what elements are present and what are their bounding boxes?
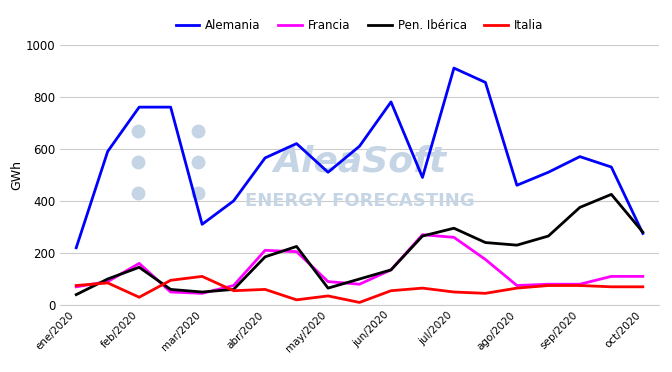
- Alemania: [576, 154, 584, 159]
- Francia: [103, 279, 112, 284]
- Francia: [513, 283, 521, 288]
- Italia: [450, 290, 458, 294]
- Alemania: [513, 183, 521, 187]
- Alemania: [230, 199, 238, 203]
- Pen. Ibérica: [167, 287, 175, 292]
- Francia: [481, 257, 489, 262]
- Alemania: [419, 175, 427, 180]
- Pen. Ibérica: [607, 192, 616, 196]
- Francia: [292, 249, 300, 254]
- Italia: [639, 285, 647, 289]
- Alemania: [324, 170, 332, 174]
- Pen. Ibérica: [544, 234, 552, 238]
- Pen. Ibérica: [198, 290, 206, 294]
- Pen. Ibérica: [481, 240, 489, 245]
- Pen. Ibérica: [576, 205, 584, 209]
- Alemania: [387, 100, 395, 104]
- Alemania: [355, 144, 364, 148]
- Alemania: [198, 222, 206, 227]
- Francia: [387, 267, 395, 272]
- Italia: [355, 300, 364, 305]
- Alemania: [103, 149, 112, 154]
- Italia: [198, 274, 206, 279]
- Line: Pen. Ibérica: Pen. Ibérica: [76, 194, 643, 295]
- Italia: [387, 288, 395, 293]
- Italia: [544, 283, 552, 288]
- Pen. Ibérica: [103, 277, 112, 281]
- Alemania: [292, 141, 300, 146]
- Pen. Ibérica: [387, 267, 395, 272]
- Y-axis label: GWh: GWh: [10, 160, 24, 190]
- Francia: [639, 274, 647, 279]
- Alemania: [607, 165, 616, 169]
- Francia: [607, 274, 616, 279]
- Italia: [607, 285, 616, 289]
- Pen. Ibérica: [230, 287, 238, 292]
- Italia: [230, 288, 238, 293]
- Alemania: [72, 246, 80, 250]
- Alemania: [481, 80, 489, 85]
- Alemania: [261, 155, 269, 160]
- Francia: [230, 283, 238, 288]
- Text: ENERGY FORECASTING: ENERGY FORECASTING: [245, 192, 474, 210]
- Italia: [135, 295, 143, 299]
- Alemania: [167, 105, 175, 109]
- Italia: [72, 283, 80, 288]
- Line: Alemania: Alemania: [76, 68, 643, 248]
- Italia: [576, 283, 584, 288]
- Pen. Ibérica: [355, 277, 364, 281]
- Francia: [261, 248, 269, 253]
- Italia: [261, 287, 269, 292]
- Alemania: [639, 231, 647, 236]
- Pen. Ibérica: [72, 292, 80, 297]
- Francia: [355, 282, 364, 286]
- Pen. Ibérica: [292, 244, 300, 248]
- Italia: [324, 294, 332, 298]
- Line: Francia: Francia: [76, 235, 643, 293]
- Pen. Ibérica: [450, 226, 458, 230]
- Italia: [481, 291, 489, 295]
- Pen. Ibérica: [513, 243, 521, 247]
- Pen. Ibérica: [135, 265, 143, 269]
- Alemania: [450, 66, 458, 70]
- Alemania: [544, 170, 552, 174]
- Alemania: [135, 105, 143, 109]
- Francia: [450, 235, 458, 240]
- Pen. Ibérica: [261, 254, 269, 259]
- Pen. Ibérica: [639, 230, 647, 234]
- Francia: [167, 290, 175, 294]
- Line: Italia: Italia: [76, 276, 643, 302]
- Pen. Ibérica: [324, 286, 332, 290]
- Italia: [103, 280, 112, 285]
- Italia: [419, 286, 427, 290]
- Italia: [292, 298, 300, 302]
- Italia: [167, 278, 175, 283]
- Italia: [513, 286, 521, 290]
- Text: AleaSoft: AleaSoft: [273, 145, 446, 179]
- Francia: [419, 232, 427, 237]
- Francia: [135, 261, 143, 266]
- Francia: [544, 282, 552, 286]
- Francia: [324, 279, 332, 284]
- Legend: Alemania, Francia, Pen. Ibérica, Italia: Alemania, Francia, Pen. Ibérica, Italia: [171, 14, 548, 36]
- Francia: [198, 291, 206, 295]
- Pen. Ibérica: [419, 234, 427, 238]
- Francia: [72, 285, 80, 289]
- Francia: [576, 282, 584, 286]
